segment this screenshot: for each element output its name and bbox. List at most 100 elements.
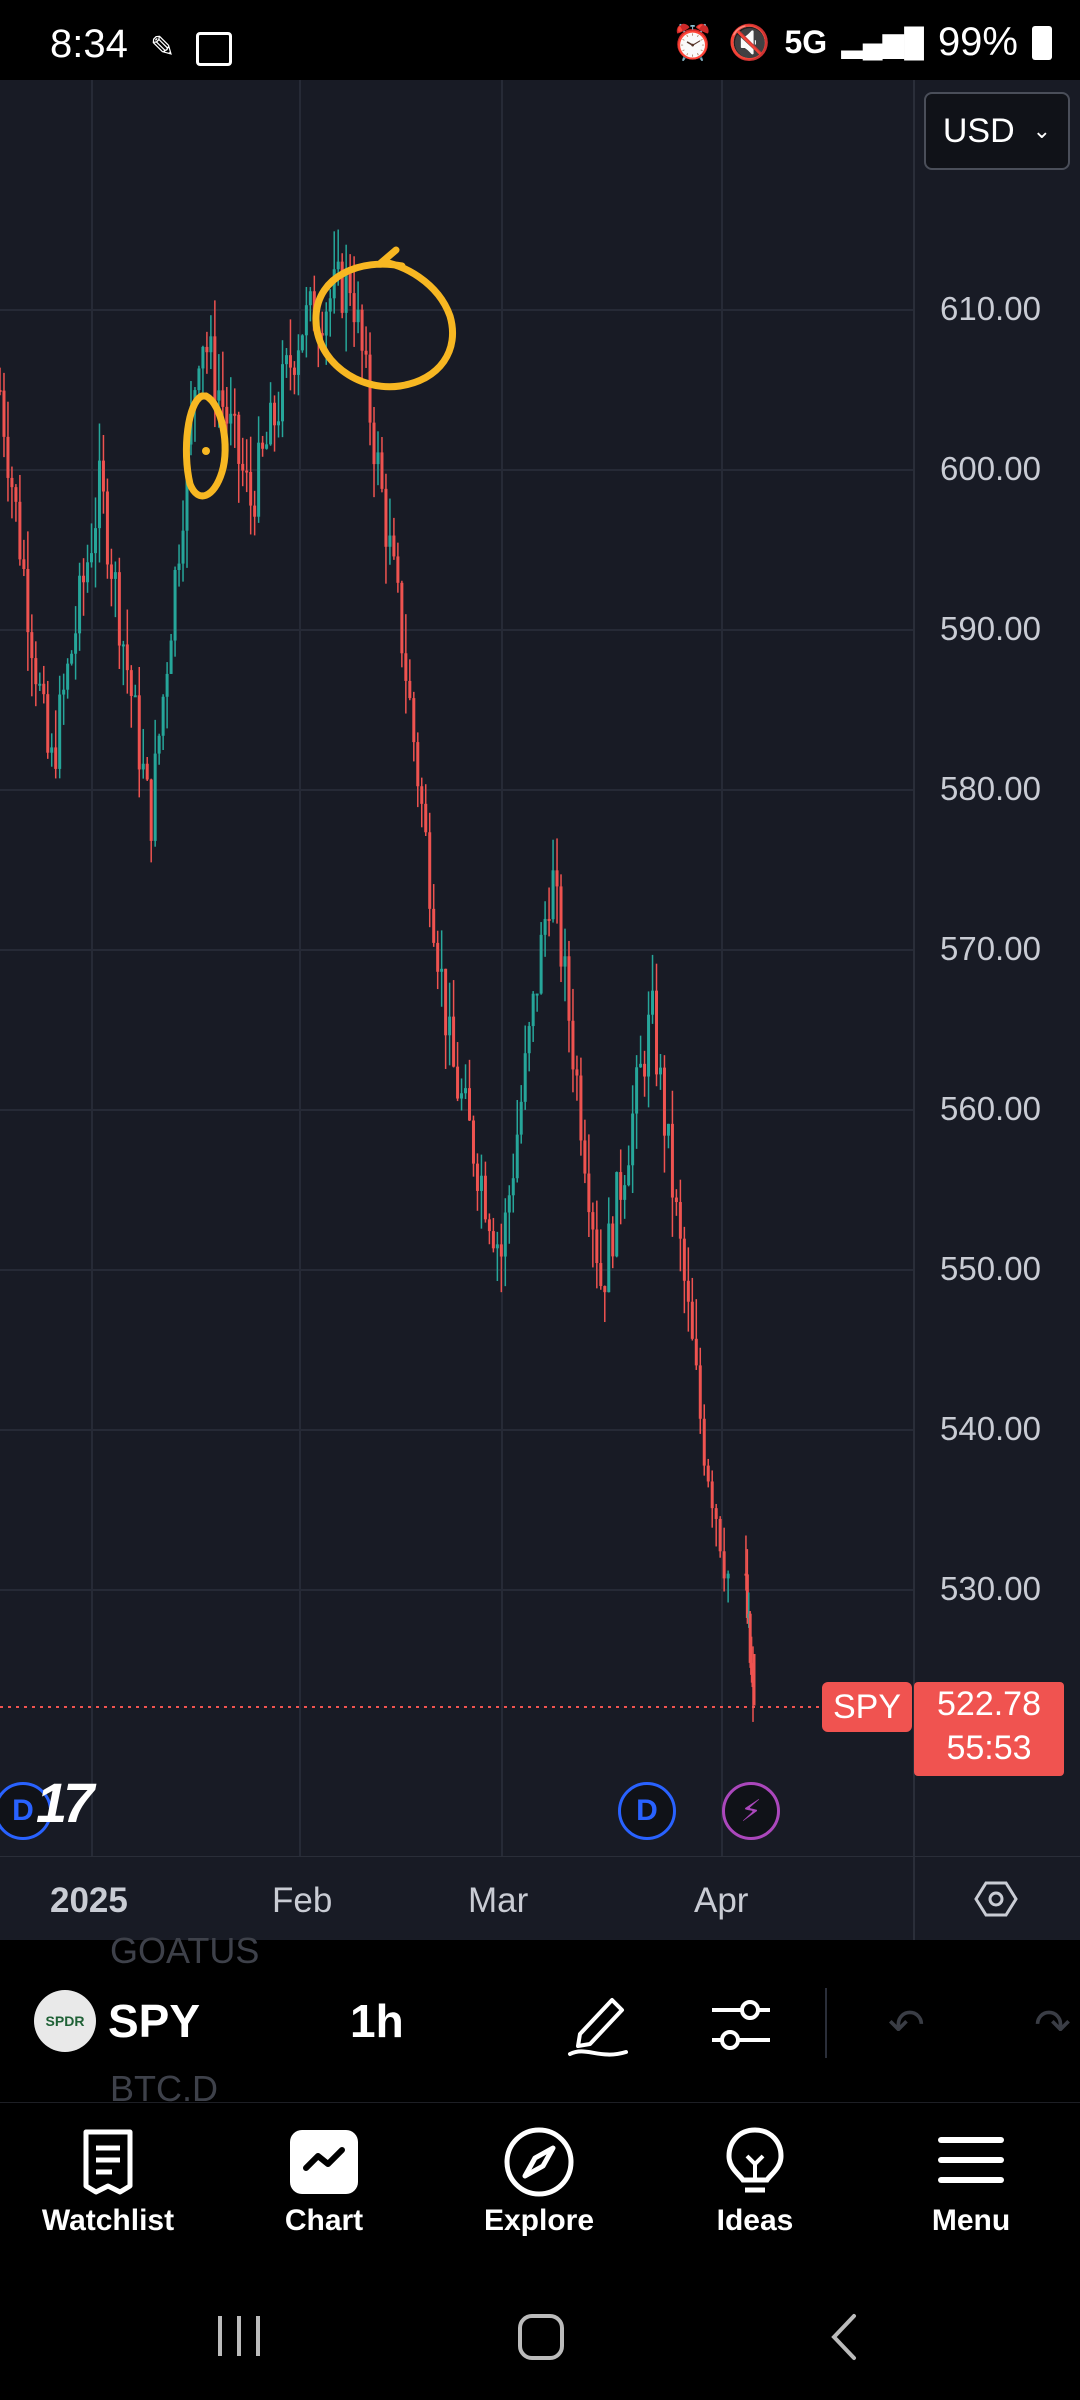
back-button[interactable] [826, 2312, 862, 2367]
home-button[interactable] [516, 2312, 566, 2367]
candle-body [308, 291, 312, 306]
candle-body [400, 582, 404, 654]
candle-body [197, 368, 201, 391]
candle-body [90, 553, 94, 563]
candle-body [177, 563, 181, 571]
candle-body [511, 1178, 515, 1196]
dividend-event-marker[interactable]: D [0, 1782, 52, 1840]
candle-body [392, 535, 396, 557]
candle-body [105, 491, 109, 565]
candle-body [623, 1185, 627, 1200]
candle-body [14, 487, 18, 502]
candle-body [376, 452, 380, 465]
drawing-tools-button[interactable] [566, 1990, 632, 2065]
candle-body [647, 1014, 651, 1077]
chart-settings-button[interactable] [974, 1877, 1018, 1921]
time-axis[interactable]: 2025 Feb Mar Apr [0, 1856, 1080, 1941]
candle-body [328, 298, 332, 312]
candle-body [97, 460, 101, 529]
time-tick-feb: Feb [272, 1881, 333, 1920]
candle-body [352, 293, 356, 323]
nav-watchlist-label: Watchlist [41, 2204, 175, 2237]
candle-body [603, 1286, 607, 1293]
candle-body [495, 1244, 499, 1249]
recents-icon [218, 2316, 260, 2356]
candle-body [181, 530, 185, 564]
candle-body [288, 355, 292, 368]
dividend-event-marker[interactable]: D [618, 1782, 676, 1840]
time-tick-apr: Apr [694, 1881, 749, 1920]
candle-body [487, 1219, 491, 1232]
symbol-selector[interactable]: SPY [108, 1994, 200, 2048]
earnings-event-marker[interactable]: ⚡ [722, 1782, 780, 1840]
chart-canvas[interactable]: D 17 D ⚡ [0, 80, 1080, 1856]
candle-body [563, 956, 567, 967]
candle-body [225, 406, 229, 424]
candle-body [165, 673, 169, 697]
candle-body [221, 390, 225, 407]
candle-body [356, 309, 360, 323]
candle-body [726, 1573, 730, 1579]
undo-button[interactable]: ↶ [888, 2000, 925, 2051]
candle-body [702, 1418, 706, 1466]
price-axis-separator [913, 80, 915, 1940]
symbol-badge-label: SPY [832, 1687, 902, 1726]
candle-body [615, 1172, 619, 1257]
candle-body [229, 413, 233, 424]
redo-icon: ↷ [1034, 2001, 1071, 2050]
candle-body [364, 350, 368, 355]
candle-body [750, 1662, 754, 1675]
indicators-button[interactable] [708, 1996, 774, 2059]
candle-body [591, 1212, 595, 1230]
candle-body [627, 1165, 631, 1186]
candle-body [78, 575, 82, 634]
candle-body [70, 653, 74, 664]
candle-body [547, 918, 551, 921]
currency-selector[interactable]: USD ⌄ [924, 92, 1070, 170]
candle-body [336, 261, 340, 270]
candle-body [698, 1365, 702, 1419]
nav-ideas[interactable]: Ideas [665, 2110, 845, 2260]
price-axis-label: 550.00 [940, 1250, 1041, 1287]
candle-body [639, 1063, 643, 1068]
interval-selector[interactable]: 1h [350, 1994, 404, 2048]
settings-hexagon-icon [974, 1881, 1018, 1917]
candle-body [372, 422, 376, 465]
last-price-badge: 522.78 55:53 [914, 1682, 1064, 1776]
candle-body [714, 1508, 718, 1519]
price-axis-label: 540.00 [940, 1410, 1041, 1447]
candle-body [651, 990, 655, 1015]
nav-explore[interactable]: Explore [449, 2110, 629, 2260]
candle-body [253, 505, 257, 517]
candle-body [22, 559, 26, 569]
price-axis-label: 600.00 [940, 450, 1041, 487]
candle-body [121, 644, 125, 647]
candle-body [444, 968, 448, 1036]
redo-button[interactable]: ↷ [1034, 2000, 1071, 2051]
candle-body [30, 632, 34, 659]
candle-body [539, 934, 543, 994]
candle-body [82, 575, 86, 583]
chart-toolbar: GOATUS BTC.D [0, 1930, 1080, 2109]
candle-body [515, 1134, 519, 1179]
candle-body [658, 1067, 662, 1075]
candle-body [209, 336, 213, 353]
status-right: ⏰ 🔇 5G ▂▄▆█ 99% [672, 20, 1052, 65]
nav-menu[interactable]: Menu [881, 2110, 1061, 2260]
nav-watchlist[interactable]: Watchlist [18, 2110, 198, 2260]
candle-body [678, 1202, 682, 1239]
candle-body [531, 993, 535, 1027]
nav-chart[interactable]: Chart [234, 2110, 414, 2260]
candle-body [257, 442, 261, 517]
time-tick-mar: Mar [468, 1881, 529, 1920]
candle-body [217, 390, 221, 401]
candle-body [2, 390, 6, 437]
candle-body [571, 1020, 575, 1070]
recents-button[interactable] [214, 2314, 264, 2363]
grid [0, 80, 913, 1856]
candle-body [380, 452, 384, 489]
candle-body [718, 1518, 722, 1552]
candle-body [280, 364, 284, 422]
candle-body [682, 1238, 686, 1281]
candle-body [58, 694, 62, 769]
